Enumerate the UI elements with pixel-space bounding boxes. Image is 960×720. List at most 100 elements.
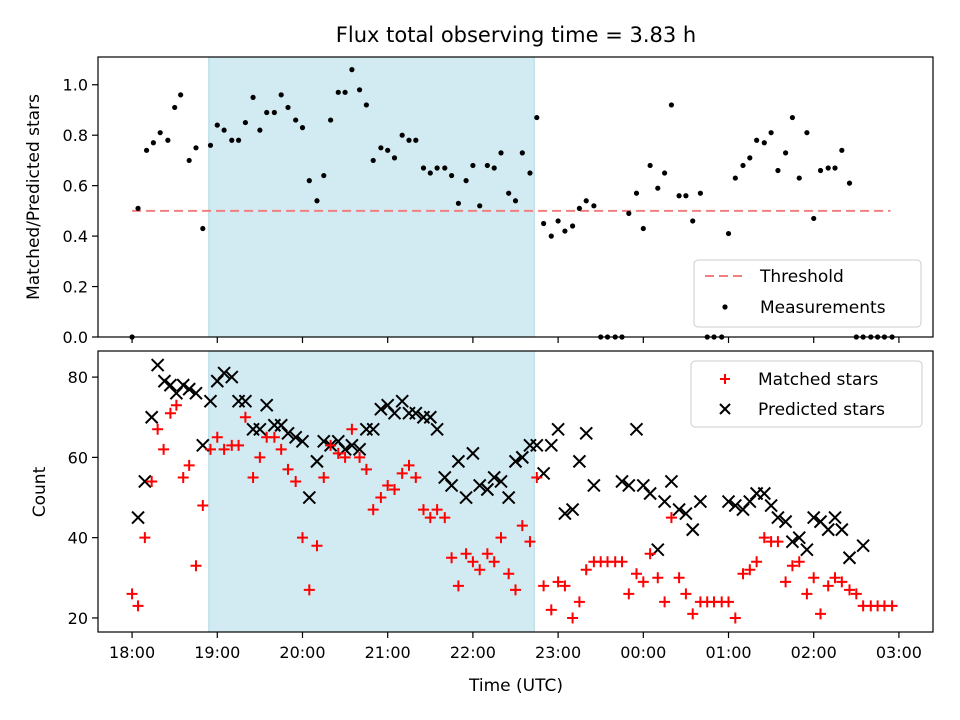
matched-star-point	[474, 564, 486, 576]
legend-predicted-swatch	[719, 403, 731, 415]
measurement-point	[626, 210, 632, 216]
measurement-point	[257, 127, 263, 133]
matched-star-point	[424, 512, 436, 524]
measurement-point	[207, 142, 214, 148]
predicted-star-point	[182, 382, 196, 396]
predicted-star-point	[144, 410, 159, 424]
measurement-point	[455, 200, 462, 206]
predicted-star-point	[800, 542, 814, 557]
measurement-point	[135, 205, 141, 211]
predicted-star-point	[203, 394, 218, 408]
matched-star-point	[488, 556, 500, 568]
measurement-point	[157, 130, 163, 136]
matched-star-point	[567, 612, 579, 624]
bottom-y-tick-label: 20	[68, 609, 88, 628]
predicted-star-point	[792, 530, 806, 545]
measurement-point	[363, 102, 369, 108]
predicted-star-point	[515, 450, 530, 465]
predicted-star-point	[345, 438, 359, 453]
predicted-star-point	[693, 494, 708, 509]
bottom-y-tick-label: 60	[68, 448, 88, 467]
predicted-star-point	[281, 426, 295, 441]
matched-star-point	[382, 479, 394, 491]
measurement-point	[463, 178, 469, 184]
matched-star-point	[164, 407, 176, 419]
matched-star-point	[197, 500, 209, 512]
top-y-tick-label: 0.4	[63, 227, 88, 246]
predicted-star-point	[757, 486, 772, 501]
predicted-star-point	[558, 506, 572, 521]
matched-star-point	[573, 596, 585, 608]
measurement-point	[299, 125, 306, 131]
predicted-star-point	[163, 378, 178, 392]
measurement-point	[442, 165, 448, 171]
measurement-point	[200, 225, 206, 232]
predicted-star-point	[310, 454, 324, 469]
measurement-point	[221, 127, 227, 133]
matched-star-point	[275, 443, 287, 455]
matched-star-point	[139, 532, 151, 544]
matched-star-point	[339, 451, 351, 463]
measurement-point	[165, 137, 171, 143]
predicted-star-point	[778, 514, 793, 529]
matched-star-point	[822, 580, 834, 592]
predicted-star-point	[189, 386, 203, 400]
matched-star-point	[886, 600, 898, 612]
measurement-point	[534, 114, 540, 121]
matched-star-point	[367, 504, 379, 516]
matched-star-point	[545, 604, 557, 616]
matched-star-point	[446, 552, 458, 564]
matched-star-point	[396, 467, 408, 479]
predicted-star-point	[253, 422, 267, 436]
predicted-star-point	[835, 522, 849, 537]
matched-star-point	[452, 580, 464, 592]
matched-star-point	[495, 532, 507, 544]
measurement-point	[420, 165, 427, 171]
measurement-point	[491, 165, 497, 171]
matched-star-point	[282, 463, 294, 475]
measurement-point	[399, 132, 405, 138]
measurement-point	[519, 150, 525, 156]
bottom-panel: 20 40 60 80 18:00 19:00 20:00 21:00 22:00 23:00 0…	[30, 350, 934, 696]
matched-star-point	[673, 572, 685, 584]
measurement-point	[328, 117, 334, 123]
measurement-point	[541, 220, 547, 227]
predicted-star-point	[572, 454, 587, 469]
bottom-y-ticks: 20 40 60 80	[68, 368, 98, 628]
predicted-star-point	[157, 374, 172, 388]
matched-star-point	[233, 439, 245, 451]
matched-star-point	[552, 576, 564, 588]
legend-measurements-label: Measurements	[760, 298, 886, 318]
matched-star-point	[332, 447, 344, 459]
measurement-point	[512, 198, 519, 204]
measurement-point	[250, 94, 256, 100]
matched-star-point	[360, 463, 372, 475]
measurement-point	[413, 137, 419, 143]
legend-matched-swatch	[720, 374, 730, 384]
matched-star-point	[325, 439, 337, 451]
matched-star-point	[417, 504, 429, 516]
matched-star-point	[431, 504, 443, 516]
x-tick-label: 23:00	[535, 643, 581, 662]
matched-star-point	[637, 576, 649, 588]
matched-star-point	[758, 532, 770, 544]
bottom-y-axis-label: Count	[30, 466, 50, 517]
measurement-point	[278, 92, 284, 98]
predicted-star-point	[150, 358, 165, 372]
matched-star-point	[801, 588, 813, 600]
measurement-point	[242, 119, 249, 126]
measurement-points	[129, 67, 895, 340]
matched-star-point	[744, 564, 756, 576]
bottom-y-tick-label: 40	[68, 529, 88, 548]
predicted-star-point	[366, 422, 380, 436]
measurement-point	[640, 225, 646, 232]
x-tick-label: 02:00	[791, 643, 837, 662]
measurement-point	[293, 117, 299, 123]
predicted-star-point	[828, 510, 842, 525]
measurement-point	[725, 230, 732, 237]
predicted-star-point	[530, 438, 544, 453]
bottom-y-tick-label: 80	[68, 368, 88, 387]
matched-star-point	[126, 588, 138, 600]
matched-star-point	[580, 564, 592, 576]
top-y-tick-label: 0.2	[63, 278, 88, 297]
